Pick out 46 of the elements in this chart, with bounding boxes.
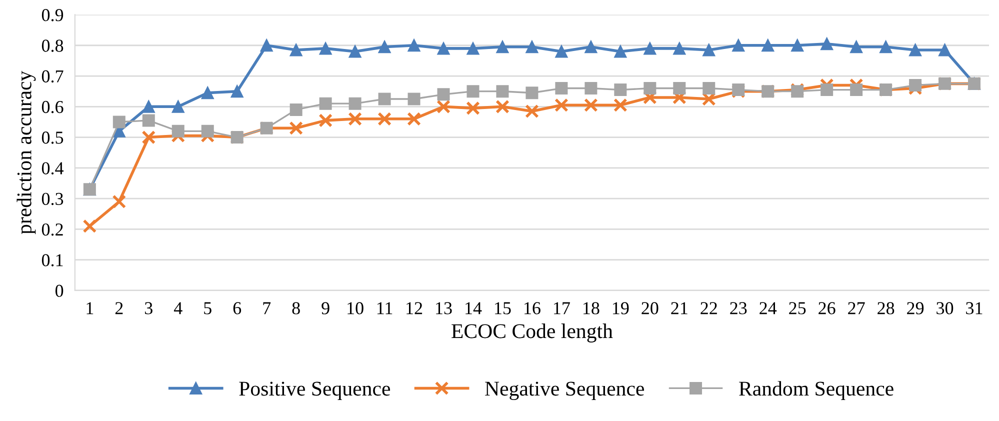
x-tick-label: 9 [322,302,330,314]
x-tick-label: 4 [174,302,182,314]
x-tick-label: 6 [233,302,242,314]
x-tick-label: 25 [789,302,806,314]
y-tick-label: 0.9 [42,8,64,22]
y-axis-title: prediction accuracy [16,70,36,234]
x-tick-label: 18 [584,302,600,314]
x-tick-label: 22 [700,302,717,314]
x-tick-label: 7 [263,302,271,314]
x-tick-label: 17 [554,302,570,314]
x-tick-label: 14 [466,302,482,314]
x-tick-label: 20 [642,302,658,314]
x-tick-label: 3 [144,302,152,314]
y-tick-label: 0.6 [42,100,64,114]
y-tick-label: 0.3 [42,192,64,206]
x-axis-title: ECOC Code length [452,324,613,342]
y-tick-label: 0.1 [42,254,63,266]
x-tick-label: 12 [406,302,422,314]
x-tick-label: 27 [848,302,865,314]
x-tick-label: 26 [818,302,836,314]
x-tick-label: 29 [907,302,924,314]
y-tick-label: 0.2 [42,223,63,236]
x-tick-label: 8 [292,302,300,314]
x-tick-label: 2 [115,302,123,314]
y-tick-label: 0 [55,284,64,297]
x-tick-label: 16 [524,302,540,314]
x-tick-label: 13 [436,302,452,314]
x-tick-label: 15 [495,302,511,314]
x-tick-label: 1 [86,302,94,314]
x-tick-label: 23 [730,302,747,314]
x-tick-label: 5 [204,302,212,314]
legend-label: Negative Sequence [485,382,644,400]
x-tick-label: 28 [878,302,894,314]
x-tick-label: 11 [377,302,392,314]
legend-label: Random Sequence [739,381,894,400]
x-tick-label: 21 [671,302,688,314]
y-tick-label: 0.8 [42,40,64,52]
x-tick-label: 24 [760,302,777,314]
y-tick-label: 0.5 [42,132,64,144]
x-tick-label: 19 [612,302,629,314]
x-tick-label: 10 [348,302,364,314]
legend-label: Positive Sequence [239,382,390,400]
y-tick-label: 0.7 [42,70,64,83]
y-tick-label: 0.4 [42,162,64,174]
x-tick-label: 31 [966,302,982,314]
x-tick-label: 30 [936,302,954,314]
